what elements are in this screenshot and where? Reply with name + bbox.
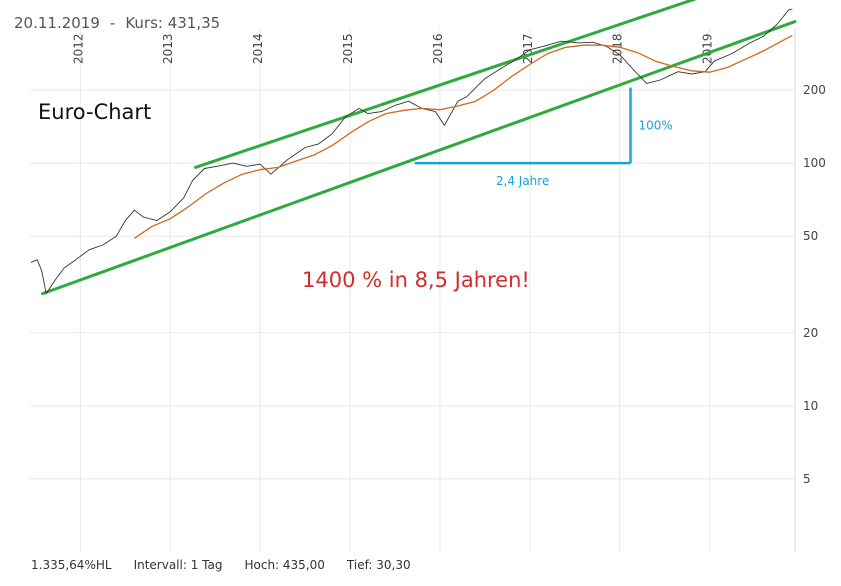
footer-high: Hoch: 435,00 [244, 558, 325, 572]
moving-average-line [133, 34, 793, 239]
x-tick-label: 2019 [701, 33, 715, 64]
chart-header: 20.11.2019- Kurs: 431,35 [14, 14, 220, 32]
channel-line-upper [193, 0, 697, 169]
y-tick-label: 20 [803, 326, 818, 340]
channel-line-lower [41, 20, 797, 296]
y-tick-label: 100 [803, 156, 826, 170]
header-date: 20.11.2019 [14, 14, 100, 32]
series-lines [30, 8, 793, 295]
x-tick-label: 2013 [161, 33, 175, 64]
footer-low: Tief: 30,30 [346, 558, 411, 572]
y-tick-label: 10 [803, 399, 818, 413]
y-tick-label: 50 [803, 229, 818, 243]
x-axis-labels: 2012 2013 2014 2015 2016 2017 2018 2019 [71, 33, 714, 64]
y-axis-labels: 5 10 20 50 100 200 [803, 83, 826, 486]
grid-lines [30, 28, 796, 552]
x-tick-label: 2015 [341, 33, 355, 64]
chart-footer: 1.335,64%HL Intervall: 1 Tag Hoch: 435,00 T… [31, 558, 433, 572]
footer-interval: Intervall: 1 Tag [133, 558, 223, 572]
x-tick-label: 2014 [251, 33, 265, 64]
growth-annotation: 1400 % in 8,5 Jahren! [302, 268, 530, 292]
measure-horizontal-label: 2,4 Jahre [496, 174, 549, 188]
y-tick-label: 5 [803, 472, 811, 486]
trend-channel [41, 0, 797, 296]
measure-triangle: 2,4 Jahre 100% [414, 87, 673, 188]
y-tick-label: 200 [803, 83, 826, 97]
x-tick-label: 2012 [71, 33, 85, 64]
chart-title: Euro-Chart [38, 100, 151, 124]
header-price: Kurs: 431,35 [125, 14, 221, 32]
footer-performance: 1.335,64%HL [31, 558, 112, 572]
header-separator: - [109, 14, 116, 32]
price-line [30, 8, 793, 295]
measure-vertical-label: 100% [638, 118, 672, 132]
x-tick-label: 2016 [431, 33, 445, 64]
